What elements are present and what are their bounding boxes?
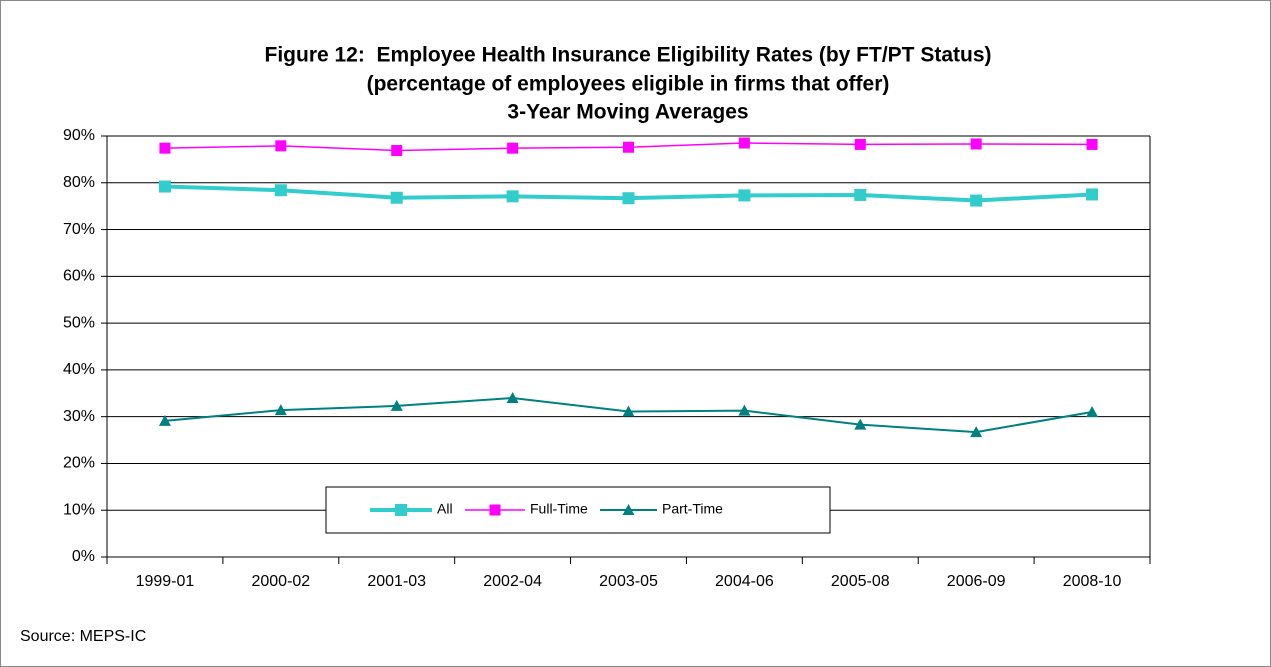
point [854,188,867,201]
point [622,405,635,417]
y-tick-label: 90% [63,127,95,144]
point [970,138,982,150]
y-tick-label: 10% [63,501,95,518]
y-tick-label: 70% [63,221,95,238]
x-tick-label: 2003-05 [599,573,658,590]
point [274,404,287,416]
point [970,426,983,438]
point [738,189,751,202]
x-tick-label: 2008-10 [1063,573,1122,590]
chart-title: Figure 12: Employee Health Insurance Eli… [265,44,992,67]
point [854,138,866,150]
point [158,180,171,193]
x-tick-label: 2002-04 [483,573,542,590]
point [623,141,634,153]
x-tick-label: 2001-03 [367,573,426,590]
point [274,184,287,197]
point [854,418,867,430]
legend-marker [395,504,407,516]
x-tick-label: 2000-02 [251,573,310,590]
point [970,194,983,207]
y-tick-label: 0% [72,548,95,565]
x-tick-label: 1999-01 [136,573,195,590]
point [159,142,171,154]
x-tick-label: 2004-06 [715,573,774,590]
point [738,137,750,149]
y-tick-label: 60% [63,268,95,285]
point [622,192,635,205]
y-tick-label: 40% [63,361,95,378]
chart-subtitle: 3-Year Moving Averages [507,101,748,124]
point [1086,405,1099,417]
source-note: Source: MEPS-IC [20,628,146,645]
legend-marker [622,504,635,515]
point [506,190,519,203]
point [390,399,403,411]
y-tick-label: 50% [63,314,95,331]
y-tick-label: 30% [63,408,95,425]
legend-label: Part-Time [662,501,723,517]
point [738,404,751,416]
point [275,140,287,152]
point [506,391,519,403]
legend-marker [489,504,501,516]
point [391,145,403,157]
point [1086,138,1098,150]
x-tick-label: 2005-08 [831,573,890,590]
point [158,414,171,426]
point [1086,188,1099,201]
point [507,142,519,154]
point [390,191,403,204]
legend-label: Full-Time [530,501,588,517]
y-tick-label: 20% [63,455,95,472]
chart-subtitle: (percentage of employees eligible in fir… [367,73,890,96]
x-tick-label: 2006-09 [947,573,1006,590]
legend-label: All [437,501,453,517]
y-tick-label: 80% [63,174,95,191]
